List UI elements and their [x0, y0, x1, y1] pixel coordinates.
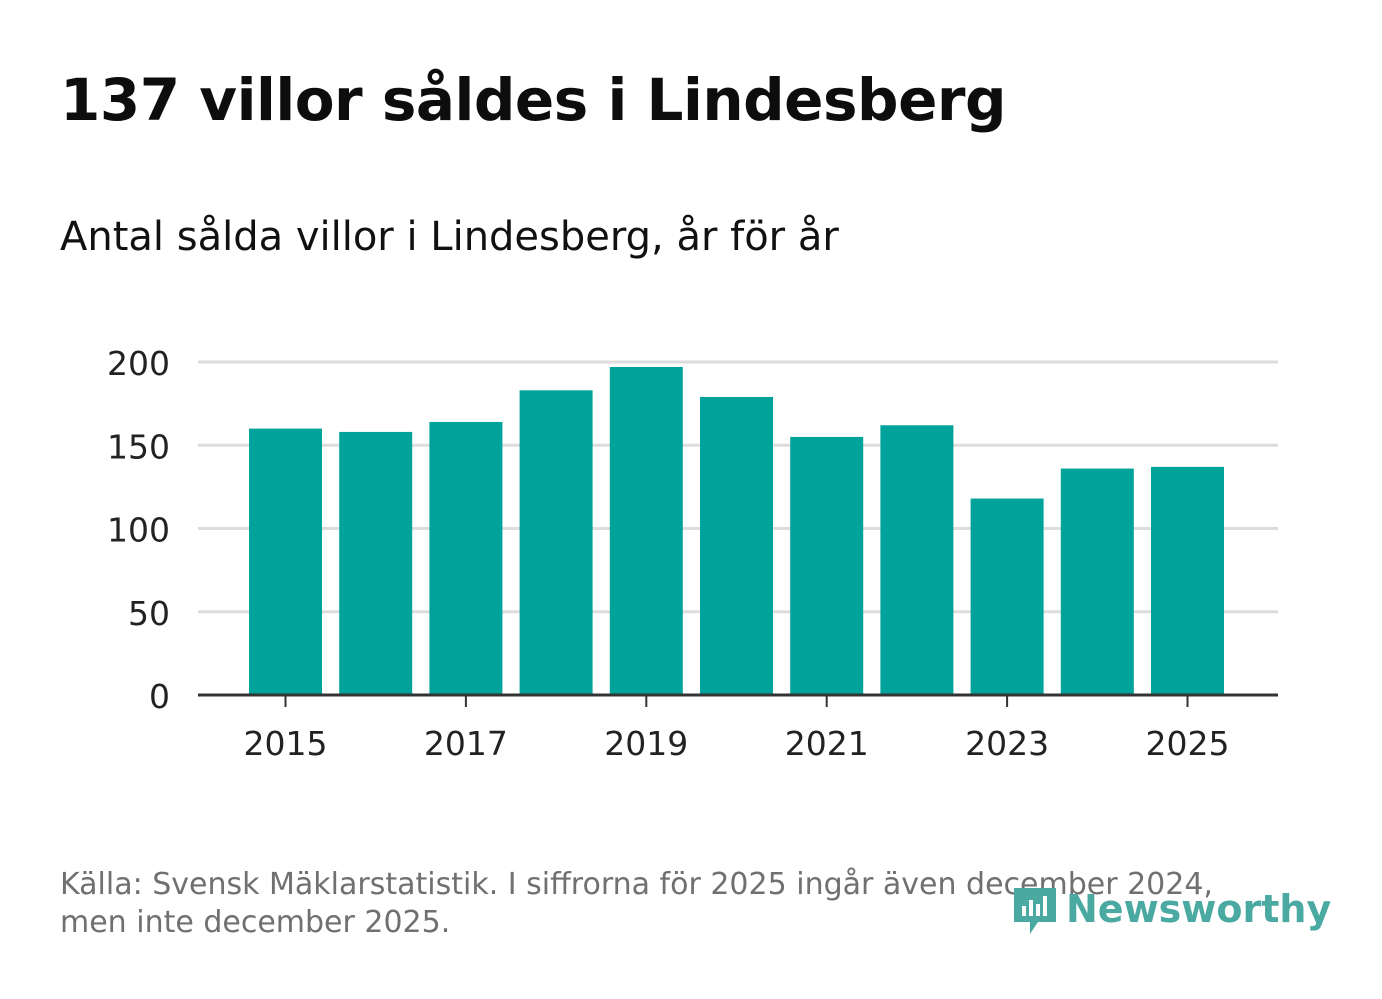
chart-subtitle: Antal sålda villor i Lindesberg, år för …	[60, 214, 839, 260]
y-tick-label-100: 100	[107, 511, 170, 550]
bar-2020	[700, 396, 773, 695]
newsworthy-logo-icon	[1014, 888, 1056, 934]
y-tick-label-0: 0	[149, 677, 170, 716]
bar-2018	[519, 390, 593, 695]
x-tick-label-2025: 2025	[1146, 724, 1230, 763]
x-tick-label-2021: 2021	[785, 724, 869, 763]
y-tick-label-150: 150	[107, 427, 170, 466]
bar-2017	[429, 421, 503, 695]
footnote-line-2: men inte december 2025.	[60, 905, 451, 940]
chart-title: 137 villor såldes i Lindesberg	[60, 66, 1007, 134]
newsworthy-logo-text: Newsworthy	[1066, 887, 1332, 931]
x-tick-label-2017: 2017	[424, 724, 508, 763]
bar-2023	[970, 498, 1044, 695]
y-tick-label-200: 200	[107, 344, 170, 383]
x-tick-label-2023: 2023	[965, 724, 1049, 763]
bar-2019	[609, 366, 683, 695]
bar-2015	[249, 428, 322, 695]
source-footnote: Källa: Svensk Mäklarstatistik. I siffror…	[60, 866, 1290, 942]
bar-2016	[339, 431, 413, 695]
x-tick-label-2015: 2015	[244, 724, 328, 763]
bar-2025	[1151, 466, 1224, 695]
y-tick-label-50: 50	[128, 594, 170, 633]
bar-2021	[790, 436, 864, 695]
x-tick-label-2019: 2019	[604, 724, 688, 763]
bar-2024	[1060, 468, 1134, 695]
newsworthy-logo: Newsworthy	[1010, 880, 1331, 938]
bar-2022	[880, 425, 954, 695]
